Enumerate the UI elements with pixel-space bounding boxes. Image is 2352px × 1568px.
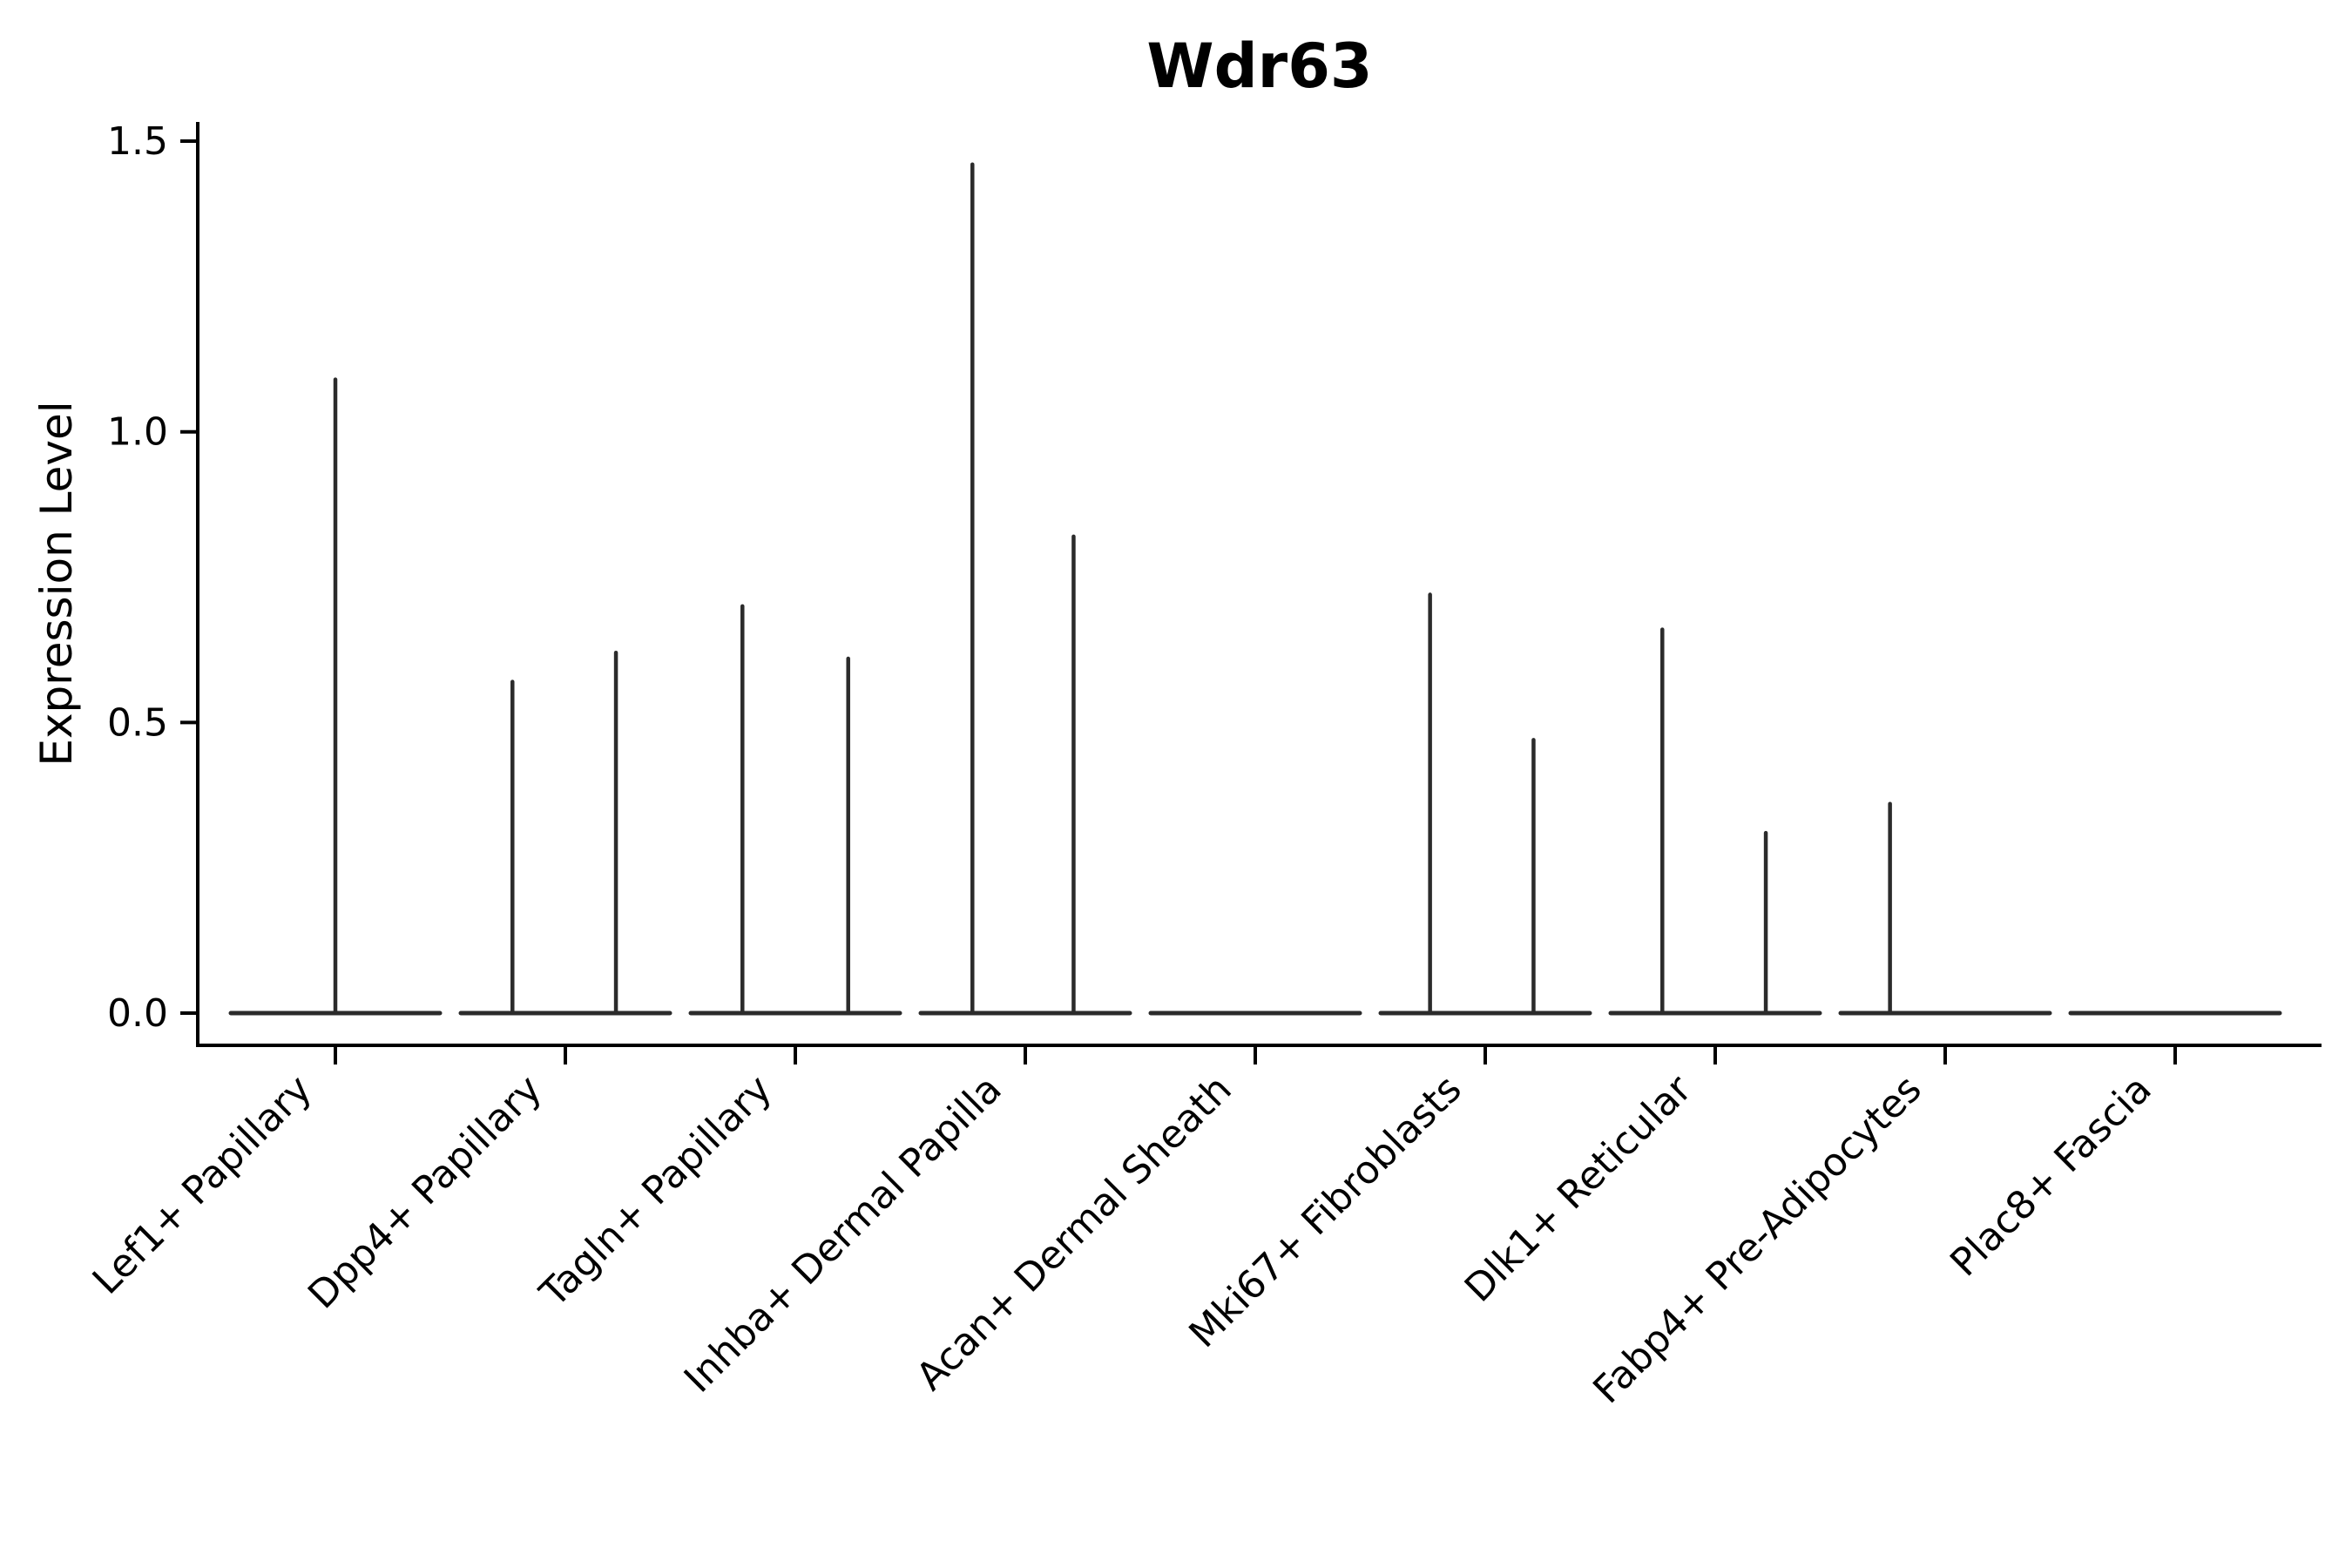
violin-1 <box>228 377 443 1016</box>
violin-6 <box>1378 592 1592 1016</box>
violin-4 <box>918 162 1132 1016</box>
y-axis-ticks: 0.0 0.5 1.0 1.5 <box>107 119 198 1036</box>
violin-8 <box>1838 801 2052 1016</box>
axes-spines <box>196 122 2322 1047</box>
x-tick-label: Plac8+ Fascia <box>1942 1067 2160 1286</box>
violin-7 <box>1608 627 1822 1016</box>
y-tick-label: 0.5 <box>107 700 168 745</box>
violin-2 <box>458 651 672 1016</box>
y-tick-label: 1.5 <box>107 119 168 164</box>
x-tick-label: Dlk1+ Reticular <box>1456 1066 1701 1311</box>
violin-3 <box>688 604 902 1016</box>
x-tick-label: Lef1+ Papillary <box>84 1067 321 1303</box>
violins-group <box>228 162 2282 1016</box>
y-tick-label: 0.0 <box>107 991 168 1036</box>
chart-title: Wdr63 <box>1146 30 1372 102</box>
y-axis-label: Expression Level <box>31 401 82 766</box>
x-tick-label: Tagln+ Papillary <box>531 1067 781 1316</box>
x-tick-label: Dpp4+ Papillary <box>300 1067 551 1318</box>
y-tick-label: 1.0 <box>107 410 168 455</box>
